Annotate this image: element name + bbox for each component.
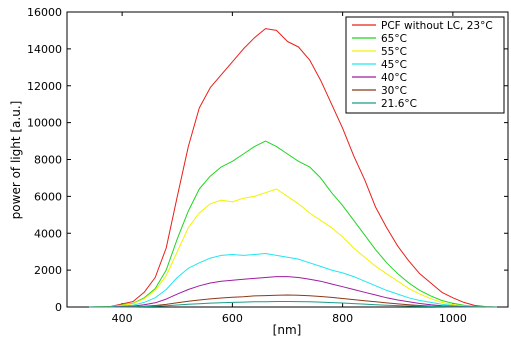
x-tick-label: 600 (222, 312, 243, 325)
x-axis-label: [nm] (273, 323, 302, 337)
x-tick-label: 400 (112, 312, 133, 325)
legend-label: 55°C (381, 46, 407, 58)
y-tick-label: 0 (55, 301, 62, 314)
legend-label: 40°C (381, 72, 407, 84)
y-axis-label: power of light [a.u.] (9, 101, 23, 220)
legend-label: 21.6°C (381, 98, 417, 110)
y-tick-label: 12000 (27, 80, 62, 93)
series-line-2 (88, 188, 498, 308)
series-line-4 (88, 276, 497, 308)
y-tick-label: 4000 (34, 227, 62, 240)
legend-label: 65°C (381, 33, 407, 45)
legend-label: 30°C (381, 85, 407, 97)
y-tick-label: 14000 (27, 43, 62, 56)
y-tick-label: 2000 (34, 264, 62, 277)
y-tick-label: 16000 (27, 6, 62, 19)
series-line-3 (88, 253, 498, 308)
series-lines (88, 28, 498, 308)
legend: PCF without LC, 23°C65°C55°C45°C40°C30°C… (345, 16, 505, 114)
y-axis-ticks: 0 2000 4000 6000 8000 10000 12000 14000 16000 (27, 6, 508, 314)
x-tick-label: 1000 (439, 312, 467, 325)
legend-label: 45°C (381, 59, 407, 71)
y-tick-label: 6000 (34, 190, 62, 203)
series-line-6 (89, 301, 497, 308)
y-tick-label: 8000 (34, 154, 62, 167)
x-axis-ticks: 400 600 800 1000 (112, 12, 467, 325)
y-tick-label: 10000 (27, 117, 62, 130)
legend-box (345, 16, 505, 114)
x-tick-label: 800 (332, 312, 353, 325)
series-line-1 (88, 140, 498, 308)
legend-label: PCF without LC, 23°C (381, 20, 493, 32)
series-line-0 (88, 28, 498, 308)
